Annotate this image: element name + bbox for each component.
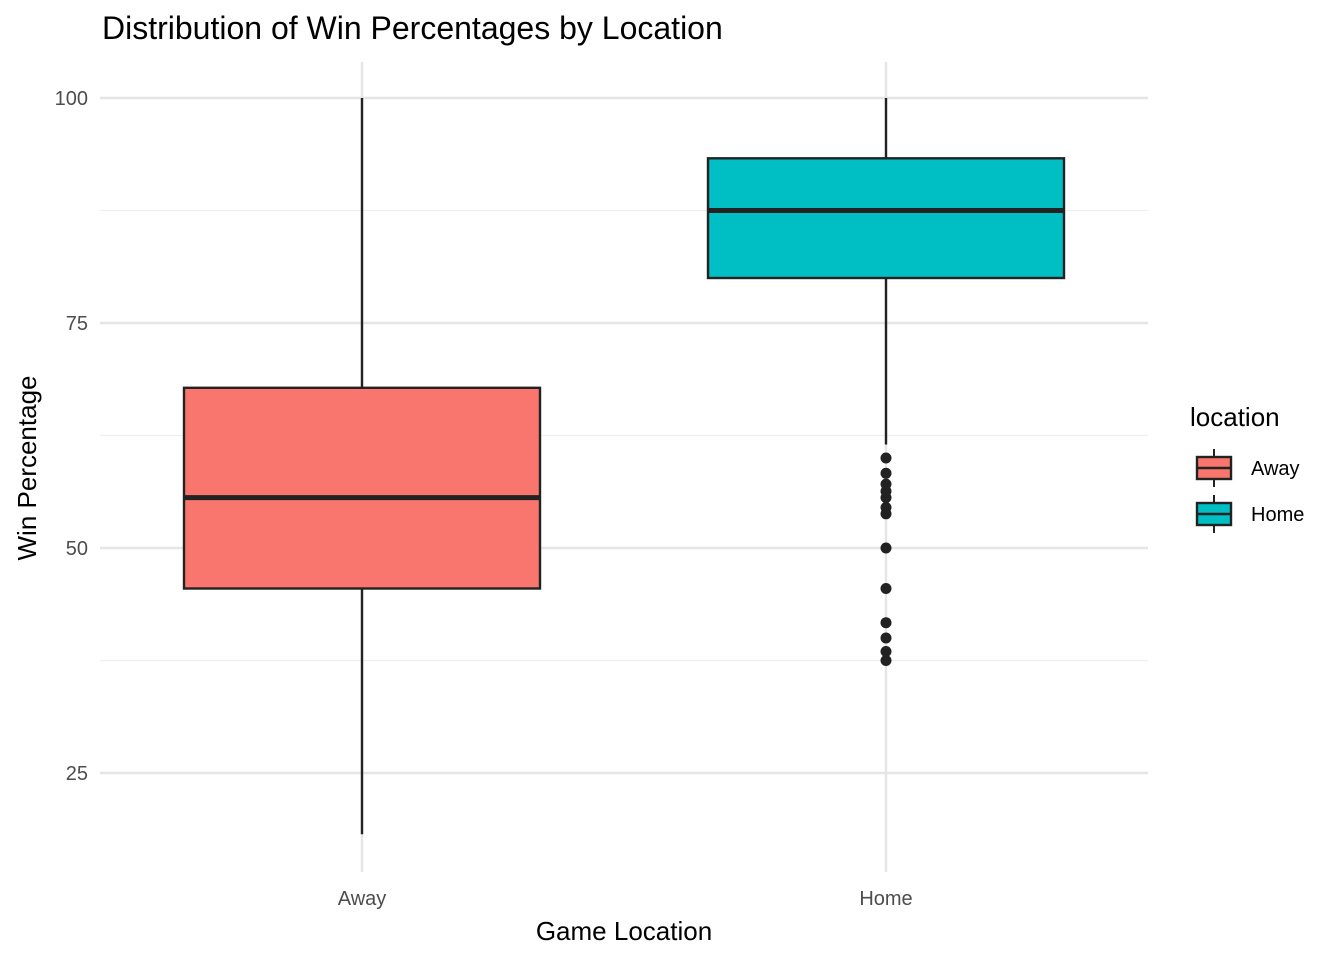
x-tick-label: Home [859,888,912,910]
outlier-point [880,583,892,594]
outlier-point [880,646,892,657]
legend-label: Home [1251,504,1304,526]
box-home [706,98,1066,666]
y-axis-title: Win Percentage [12,376,42,561]
y-tick-label: 75 [66,313,88,335]
x-axis-ticks: Away Home [338,888,913,910]
x-tick-label: Away [338,888,387,910]
outlier-point [880,452,892,464]
box-away [182,98,542,835]
x-axis-title: Game Location [536,916,712,946]
box-iqr [706,157,1066,280]
outlier-point [880,655,892,666]
y-tick-label: 25 [66,763,88,785]
y-tick-label: 100 [55,88,88,110]
legend-item-away: Away [1195,449,1300,487]
legend-item-home: Home [1195,495,1304,533]
outlier-point [880,492,892,504]
box-iqr [182,386,542,590]
y-axis-ticks: 25 50 75 100 [55,88,88,785]
y-tick-label: 50 [66,538,88,560]
legend: location Away Home [1190,402,1304,533]
outlier-point [880,467,892,479]
outlier-point [880,542,892,554]
boxes-layer [182,98,1066,835]
outlier-point [880,508,892,520]
chart-title: Distribution of Win Percentages by Locat… [102,10,723,46]
legend-title: location [1190,402,1280,432]
outlier-point [880,617,892,629]
outlier-point [880,632,892,644]
legend-label: Away [1251,458,1300,480]
